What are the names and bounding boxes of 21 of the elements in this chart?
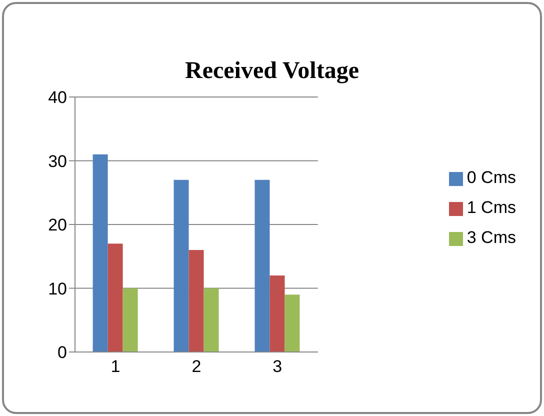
- y-tick-label: 40: [48, 88, 67, 108]
- bar: [174, 180, 189, 352]
- x-tick-label: 1: [110, 357, 120, 376]
- bar: [284, 294, 300, 352]
- bar: [270, 276, 285, 352]
- y-tick-label: 20: [48, 216, 67, 235]
- y-tick-label: 10: [48, 279, 67, 298]
- bar: [204, 288, 219, 352]
- legend-label: 0 Cms: [466, 168, 516, 187]
- chart-title: Received Voltage: [184, 58, 360, 85]
- bar: [108, 244, 123, 352]
- bar: [122, 288, 138, 352]
- y-tick-label: 30: [48, 152, 67, 171]
- bar: [188, 250, 204, 352]
- bar: [92, 154, 108, 352]
- y-tick-label: 0: [58, 343, 67, 362]
- x-tick-label: 2: [192, 357, 202, 376]
- legend-label: 1 Cms: [466, 198, 516, 217]
- bar: [254, 180, 270, 352]
- x-tick-label: 3: [272, 357, 282, 376]
- legend-label: 3 Cms: [466, 228, 516, 247]
